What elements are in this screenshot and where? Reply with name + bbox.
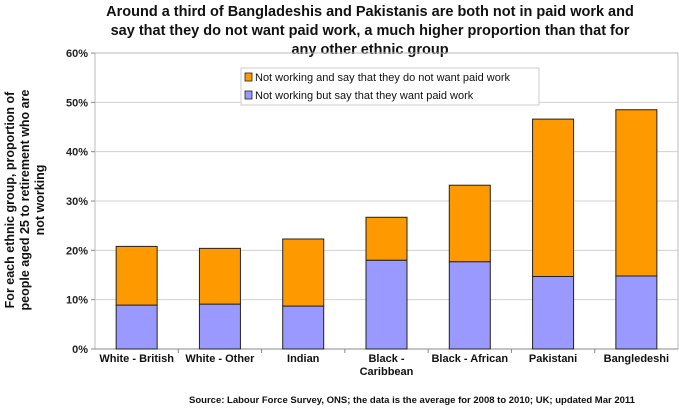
source-note: Source: Labour Force Survey, ONS; the da… [189, 395, 636, 406]
y-tick-label: 0% [72, 344, 88, 356]
x-category-label: Black - [368, 353, 404, 365]
x-category-label: Indian [287, 353, 320, 365]
x-category-label: Bangledeshi [604, 353, 669, 365]
y-axis-label-line: not working [33, 165, 47, 236]
bar-segment-want-work [365, 259, 408, 350]
bar-segment-not-want-work [615, 109, 658, 277]
legend-swatch [244, 72, 253, 82]
y-tick-label: 40% [66, 147, 88, 159]
y-axis-label-line: people aged 25 to retirement who are [18, 90, 32, 311]
legend [240, 67, 540, 106]
bar-segment-not-want-work [448, 184, 491, 263]
x-category-label: White - Other [185, 353, 255, 365]
bar-segment-want-work [615, 275, 658, 350]
legend-label: Not working and say that they do not wan… [255, 72, 510, 84]
y-tick-label: 50% [66, 97, 88, 109]
bar-segment-want-work [198, 303, 241, 350]
chart-title-line: say that they do not want paid work, a m… [111, 23, 630, 39]
bar-segment-not-want-work [198, 247, 241, 305]
bar-segment-not-want-work [532, 118, 575, 277]
bar-segment-not-want-work [365, 216, 408, 261]
x-category-label: Pakistani [529, 353, 577, 365]
chart-title-line: Around a third of Bangladeshis and Pakis… [106, 4, 634, 20]
y-tick-label: 20% [66, 245, 88, 257]
bar-segment-want-work [282, 305, 325, 350]
bar-segment-want-work [115, 304, 158, 350]
y-tick-label: 60% [66, 48, 88, 60]
bar-segment-not-want-work [115, 245, 158, 306]
x-category-label: White - British [99, 353, 174, 365]
bar-segment-not-want-work [282, 238, 325, 307]
bar-segment-want-work [532, 275, 575, 350]
bar-segment-want-work [448, 261, 491, 350]
legend-label: Not working but say that they want paid … [255, 90, 474, 102]
chart-title-line: any other ethnic group [291, 42, 448, 58]
y-tick-label: 30% [66, 196, 88, 208]
y-axis-label-line: For each ethnic group, proportion of [3, 91, 17, 308]
x-category-label: Black - African [431, 353, 508, 365]
x-category-label: Caribbean [360, 366, 414, 378]
y-tick-label: 10% [66, 295, 88, 307]
legend-swatch [244, 90, 253, 100]
